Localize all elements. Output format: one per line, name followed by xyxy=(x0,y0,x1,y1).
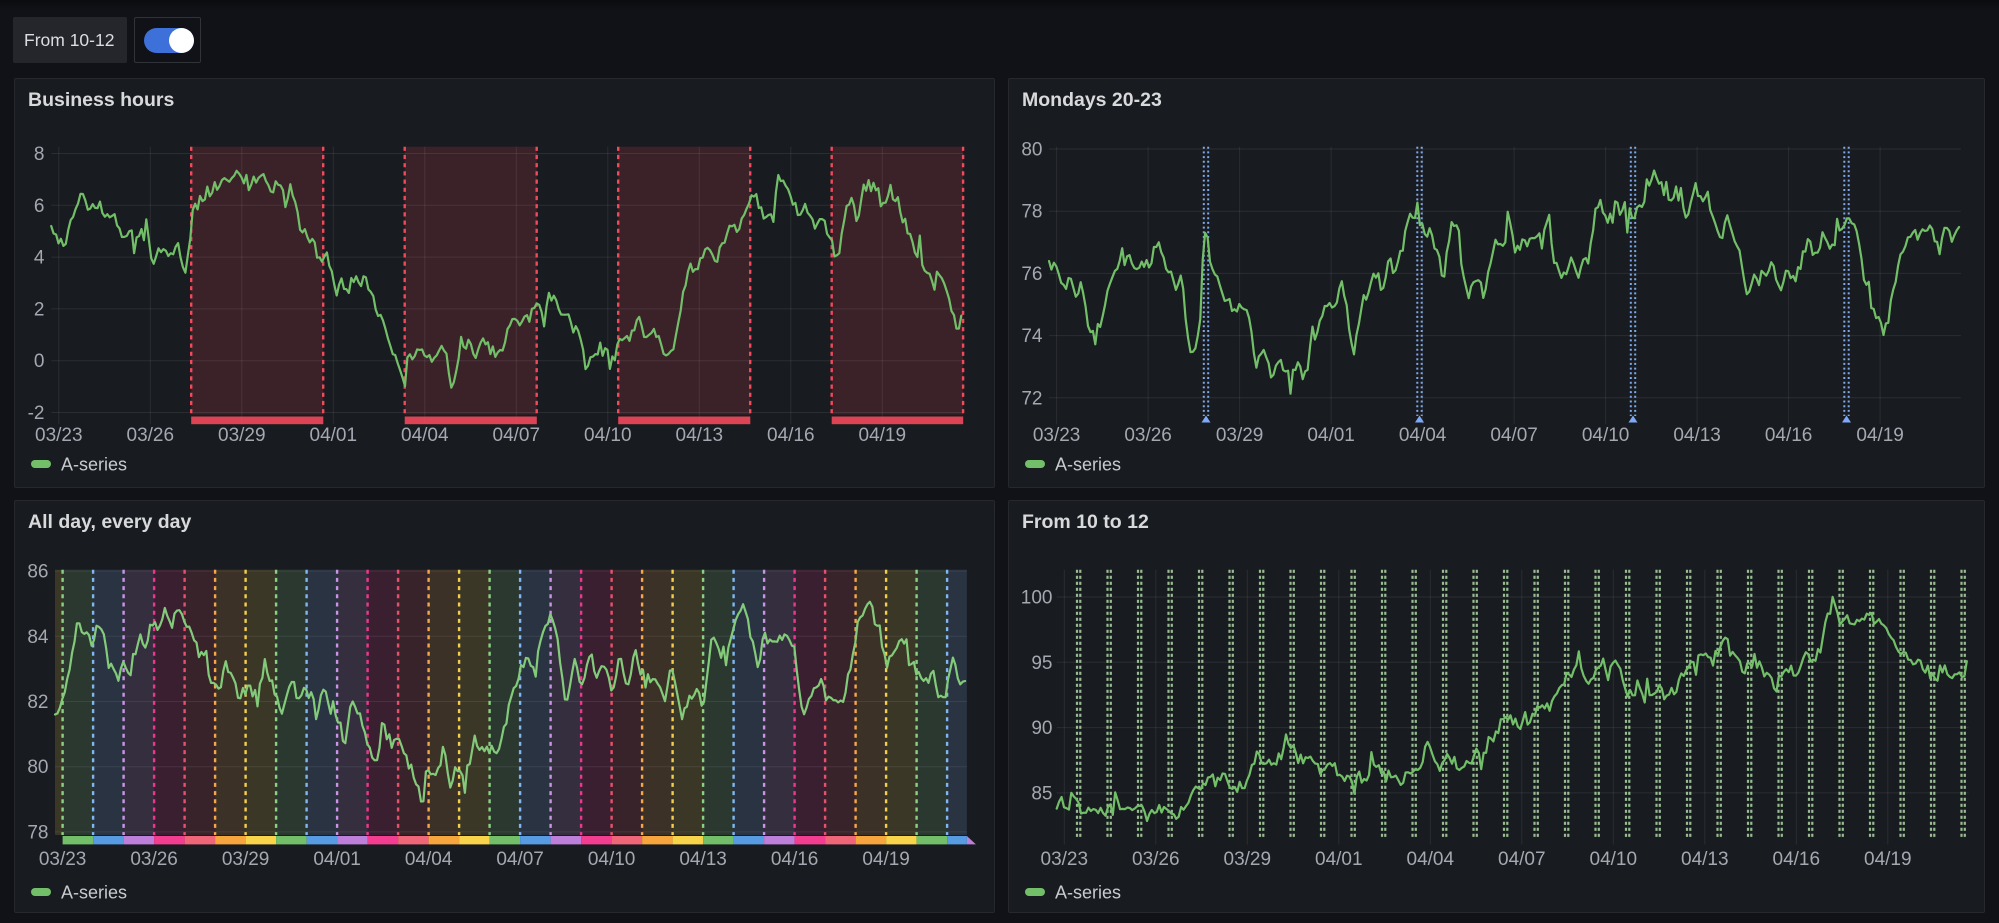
svg-text:04/13: 04/13 xyxy=(679,849,727,870)
svg-text:82: 82 xyxy=(27,692,48,713)
svg-text:04/07: 04/07 xyxy=(1498,849,1546,870)
svg-text:74: 74 xyxy=(1021,326,1043,347)
svg-text:04/16: 04/16 xyxy=(767,425,815,446)
svg-text:04/13: 04/13 xyxy=(676,425,724,446)
svg-text:86: 86 xyxy=(27,562,48,583)
svg-text:A-series: A-series xyxy=(1055,883,1121,903)
svg-text:04/04: 04/04 xyxy=(401,425,449,446)
svg-text:04/04: 04/04 xyxy=(1407,849,1455,870)
svg-text:03/29: 03/29 xyxy=(1224,849,1272,870)
svg-text:04/07: 04/07 xyxy=(493,425,541,446)
svg-text:A-series: A-series xyxy=(1055,455,1121,475)
svg-text:03/26: 03/26 xyxy=(130,849,178,870)
svg-text:03/29: 03/29 xyxy=(222,849,270,870)
svg-text:03/23: 03/23 xyxy=(1041,849,1089,870)
svg-text:76: 76 xyxy=(1021,264,1042,285)
svg-text:6: 6 xyxy=(34,196,45,217)
svg-text:04/19: 04/19 xyxy=(1864,849,1912,870)
svg-text:03/23: 03/23 xyxy=(35,425,83,446)
svg-text:84: 84 xyxy=(27,627,49,648)
svg-text:04/16: 04/16 xyxy=(1773,849,1821,870)
svg-text:04/04: 04/04 xyxy=(405,849,453,870)
svg-text:8: 8 xyxy=(34,144,45,165)
svg-text:03/26: 03/26 xyxy=(127,425,175,446)
svg-text:2: 2 xyxy=(34,299,45,320)
svg-text:04/10: 04/10 xyxy=(1582,425,1630,446)
svg-text:80: 80 xyxy=(27,757,48,778)
svg-text:04/19: 04/19 xyxy=(1856,425,1904,446)
svg-text:04/16: 04/16 xyxy=(1765,425,1813,446)
svg-text:85: 85 xyxy=(1031,783,1052,804)
svg-text:04/04: 04/04 xyxy=(1399,425,1447,446)
svg-text:04/07: 04/07 xyxy=(1490,425,1538,446)
svg-text:04/13: 04/13 xyxy=(1681,849,1729,870)
svg-text:04/07: 04/07 xyxy=(496,849,544,870)
svg-text:03/29: 03/29 xyxy=(218,425,266,446)
svg-text:72: 72 xyxy=(1021,388,1042,409)
svg-text:04/01: 04/01 xyxy=(313,849,361,870)
svg-text:4: 4 xyxy=(34,248,45,269)
svg-text:80: 80 xyxy=(1021,140,1042,161)
svg-text:04/10: 04/10 xyxy=(584,425,632,446)
svg-text:A-series: A-series xyxy=(61,455,127,475)
svg-text:03/23: 03/23 xyxy=(39,849,87,870)
svg-text:A-series: A-series xyxy=(61,883,127,903)
svg-text:03/26: 03/26 xyxy=(1132,849,1180,870)
svg-text:78: 78 xyxy=(1021,202,1042,223)
svg-text:04/01: 04/01 xyxy=(310,425,358,446)
svg-text:04/01: 04/01 xyxy=(1315,849,1363,870)
svg-text:04/10: 04/10 xyxy=(1590,849,1638,870)
svg-text:0: 0 xyxy=(34,351,45,372)
svg-text:04/19: 04/19 xyxy=(859,425,907,446)
svg-text:95: 95 xyxy=(1031,653,1052,674)
svg-text:04/01: 04/01 xyxy=(1307,425,1355,446)
svg-text:03/26: 03/26 xyxy=(1124,425,1172,446)
svg-text:-2: -2 xyxy=(28,403,45,424)
svg-text:04/10: 04/10 xyxy=(588,849,636,870)
svg-text:78: 78 xyxy=(27,822,48,843)
svg-text:03/29: 03/29 xyxy=(1216,425,1264,446)
svg-text:04/16: 04/16 xyxy=(771,849,819,870)
svg-text:04/19: 04/19 xyxy=(862,849,910,870)
svg-text:90: 90 xyxy=(1031,718,1052,739)
svg-text:04/13: 04/13 xyxy=(1673,425,1721,446)
svg-text:03/23: 03/23 xyxy=(1033,425,1081,446)
svg-text:100: 100 xyxy=(1021,588,1053,609)
